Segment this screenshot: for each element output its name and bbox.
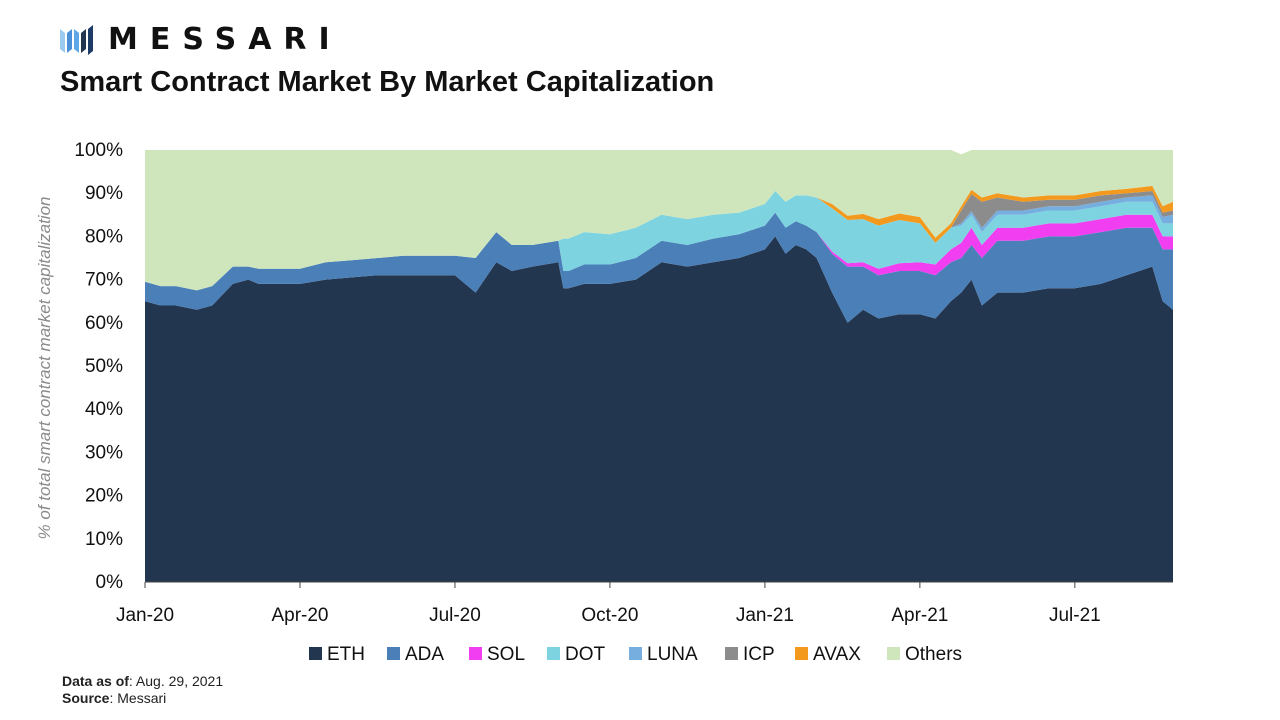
page-title: Smart Contract Market By Market Capitali… [60, 66, 715, 98]
data-as-of-label: Data as of [62, 673, 129, 689]
y-tick-label: 30% [85, 442, 123, 463]
legend-label-luna: LUNA [647, 644, 698, 665]
series-area-dot [145, 191, 1173, 291]
legend-swatch-icp [725, 647, 738, 660]
x-tick-label: Jul-20 [429, 605, 481, 626]
y-axis-label: % of total smart contract market capital… [35, 197, 54, 540]
x-tick-label: Oct-20 [581, 605, 638, 626]
y-tick-label: 100% [74, 140, 123, 161]
legend-swatch-avax [795, 647, 808, 660]
legend-label-avax: AVAX [813, 644, 861, 665]
series-area-avax [145, 185, 1173, 291]
x-tick-label: Apr-21 [891, 605, 948, 626]
source-label: Source [62, 690, 110, 706]
y-tick-label: 90% [85, 183, 123, 204]
y-tick-label: 10% [85, 529, 123, 550]
y-tick-label: 80% [85, 226, 123, 247]
legend-label-icp: ICP [743, 644, 775, 665]
legend-swatch-eth [309, 647, 322, 660]
source-note: Source: Messari [62, 690, 166, 706]
y-tick-label: 60% [85, 313, 123, 334]
y-tick-label: 0% [96, 572, 124, 593]
series-area-sol [145, 212, 1173, 291]
legend-label-others: Others [905, 644, 962, 665]
x-tick-label: Jul-21 [1049, 605, 1101, 626]
legend-swatch-dot [547, 647, 560, 660]
x-tick-label: Jan-20 [116, 605, 174, 626]
brand: MESSARI [60, 24, 342, 56]
series-area-eth [145, 236, 1173, 582]
legend-label-sol: SOL [487, 644, 525, 665]
legend-label-ada: ADA [405, 644, 444, 665]
series-area-ada [145, 212, 1173, 323]
legend-label-eth: ETH [327, 644, 365, 665]
y-tick-label: 50% [85, 356, 123, 377]
x-tick-label: Jan-21 [736, 605, 794, 626]
y-tick-label: 20% [85, 486, 123, 507]
x-tick-label: Apr-20 [271, 605, 328, 626]
series-area-icp [145, 191, 1173, 291]
data-as-of: Data as of: Aug. 29, 2021 [62, 673, 223, 689]
legend-swatch-ada [387, 647, 400, 660]
y-tick-label: 70% [85, 270, 123, 291]
legend-swatch-others [887, 647, 900, 660]
series-area-others [145, 150, 1173, 291]
source-value: : Messari [109, 690, 167, 706]
messari-logo-icon [60, 25, 93, 55]
data-as-of-value: : Aug. 29, 2021 [128, 673, 224, 689]
legend-swatch-sol [469, 647, 482, 660]
brand-name: MESSARI [108, 22, 342, 57]
legend-swatch-luna [629, 647, 642, 660]
y-tick-label: 40% [85, 399, 123, 420]
legend-label-dot: DOT [565, 644, 606, 665]
